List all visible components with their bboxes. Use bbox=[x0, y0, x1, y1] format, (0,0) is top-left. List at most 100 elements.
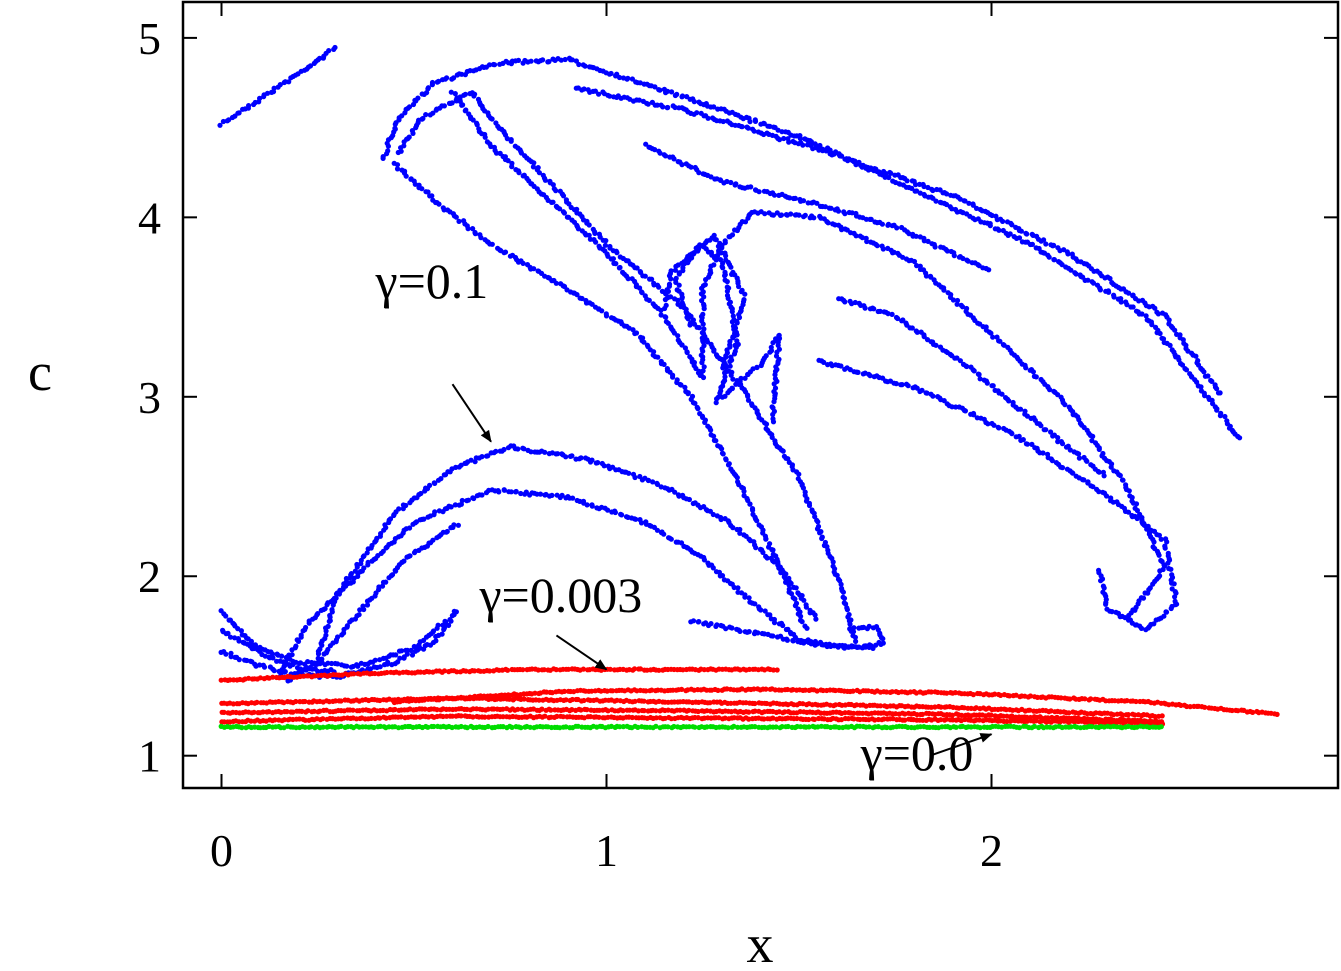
data-point bbox=[364, 550, 370, 556]
data-point bbox=[1143, 627, 1149, 633]
data-point bbox=[788, 580, 794, 586]
data-point bbox=[323, 632, 329, 638]
data-point bbox=[578, 707, 584, 713]
data-point bbox=[1202, 393, 1208, 399]
data-point bbox=[800, 142, 806, 148]
data-point bbox=[448, 618, 454, 624]
data-point bbox=[570, 495, 576, 501]
data-point bbox=[227, 634, 234, 640]
data-point bbox=[677, 707, 683, 713]
data-point bbox=[485, 706, 491, 712]
data-point bbox=[617, 264, 623, 271]
data-point bbox=[752, 601, 758, 607]
data-point bbox=[984, 380, 990, 386]
data-point bbox=[528, 58, 534, 64]
data-point bbox=[913, 233, 919, 239]
y-tick-label: 2 bbox=[138, 551, 161, 602]
data-point bbox=[798, 613, 804, 619]
data-point bbox=[392, 706, 398, 713]
data-point bbox=[403, 502, 409, 509]
data-point bbox=[672, 104, 678, 111]
data-point bbox=[467, 696, 473, 702]
data-point bbox=[361, 565, 367, 571]
data-point bbox=[775, 342, 781, 348]
data-point bbox=[770, 715, 776, 721]
data-point bbox=[714, 396, 720, 402]
data-point bbox=[470, 226, 476, 232]
data-point bbox=[299, 708, 305, 715]
data-point bbox=[515, 706, 521, 712]
data-point bbox=[772, 687, 778, 693]
data-point bbox=[303, 624, 309, 631]
data-point bbox=[725, 295, 731, 301]
data-point bbox=[550, 199, 556, 205]
data-point bbox=[508, 138, 514, 144]
data-point bbox=[501, 446, 507, 453]
data-point bbox=[755, 630, 761, 636]
data-point bbox=[711, 104, 717, 110]
data-point bbox=[1000, 218, 1006, 224]
data-point bbox=[853, 233, 859, 239]
data-point bbox=[563, 724, 569, 730]
data-point bbox=[919, 387, 925, 393]
data-point bbox=[665, 88, 671, 94]
data-point bbox=[661, 531, 667, 537]
data-point bbox=[307, 63, 314, 69]
data-point bbox=[586, 222, 592, 228]
data-point bbox=[731, 326, 737, 332]
data-point bbox=[505, 158, 511, 164]
data-point bbox=[751, 686, 757, 692]
data-point bbox=[876, 169, 882, 175]
data-point bbox=[638, 520, 645, 526]
data-point bbox=[521, 696, 527, 702]
data-point bbox=[714, 622, 720, 628]
data-point bbox=[690, 618, 697, 624]
data-point bbox=[713, 256, 719, 262]
data-point bbox=[1130, 304, 1136, 310]
data-point bbox=[446, 622, 452, 629]
data-point bbox=[803, 604, 810, 610]
data-point bbox=[397, 655, 403, 661]
data-point bbox=[784, 637, 791, 643]
data-point bbox=[478, 235, 484, 241]
data-point bbox=[603, 313, 610, 319]
data-point bbox=[679, 93, 686, 99]
data-point bbox=[734, 475, 740, 481]
data-point bbox=[459, 102, 465, 108]
data-point bbox=[430, 110, 436, 116]
data-point bbox=[1209, 378, 1215, 384]
data-point bbox=[679, 686, 685, 693]
data-point bbox=[527, 724, 533, 730]
data-point bbox=[793, 585, 799, 591]
data-point bbox=[435, 78, 442, 84]
data-point bbox=[403, 173, 409, 179]
data-point bbox=[900, 317, 906, 323]
data-point bbox=[717, 390, 723, 396]
data-point bbox=[612, 509, 619, 516]
data-point bbox=[756, 189, 762, 195]
data-point bbox=[867, 373, 873, 379]
data-point bbox=[407, 525, 413, 531]
data-point bbox=[902, 717, 908, 723]
data-point bbox=[505, 667, 511, 673]
data-point bbox=[792, 195, 798, 201]
data-point bbox=[799, 619, 805, 625]
data-point bbox=[883, 689, 890, 695]
data-point bbox=[329, 660, 335, 667]
data-point bbox=[577, 498, 583, 504]
data-point bbox=[761, 121, 767, 127]
data-point bbox=[608, 70, 614, 77]
data-point bbox=[236, 657, 242, 663]
data-point bbox=[652, 84, 658, 90]
data-point bbox=[549, 492, 555, 498]
data-point bbox=[711, 433, 717, 439]
data-point bbox=[679, 300, 685, 306]
data-point bbox=[1168, 566, 1174, 572]
data-point bbox=[1084, 458, 1090, 464]
data-point bbox=[383, 715, 389, 721]
data-point bbox=[698, 352, 704, 358]
data-point bbox=[1057, 719, 1063, 726]
data-point bbox=[492, 62, 498, 68]
data-point bbox=[298, 632, 304, 638]
data-point bbox=[888, 170, 894, 176]
